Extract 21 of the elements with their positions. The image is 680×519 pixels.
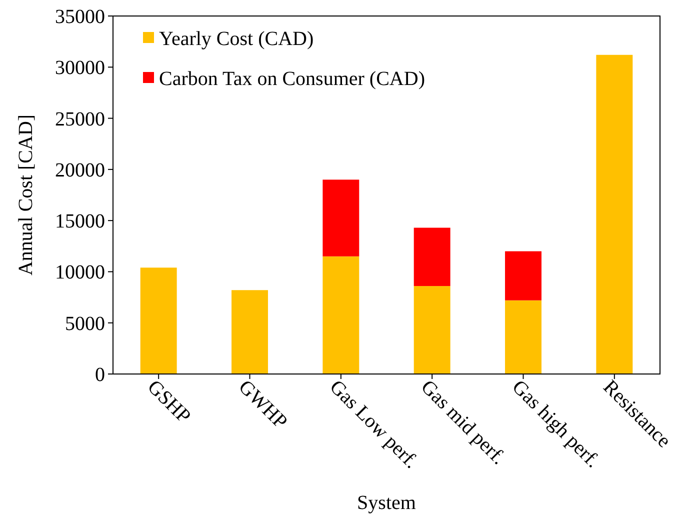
- y-tick-label: 15000: [55, 210, 105, 233]
- bar: [505, 300, 542, 374]
- bar: [322, 180, 360, 256]
- y-tick-label: 20000: [55, 159, 105, 182]
- legend-label: Carbon Tax on Consumer (CAD): [159, 68, 425, 90]
- bar: [414, 286, 450, 374]
- y-axis-title: Annual Cost [CAD]: [15, 114, 37, 276]
- y-tick-label: 35000: [55, 6, 105, 28]
- y-tick-label: 30000: [55, 57, 105, 80]
- y-tick-label: 5000: [65, 312, 105, 335]
- bar: [232, 290, 268, 374]
- bar: [322, 256, 360, 374]
- bar: [596, 54, 633, 374]
- y-tick-label: 10000: [55, 262, 105, 284]
- y-tick-label: 25000: [55, 108, 105, 130]
- x-axis-title: System: [357, 492, 416, 514]
- y-tick-label: 0: [95, 364, 105, 386]
- bar: [414, 228, 450, 286]
- bar: [505, 251, 542, 300]
- bar: [140, 268, 177, 374]
- legend-label: Yearly Cost (CAD): [159, 28, 314, 50]
